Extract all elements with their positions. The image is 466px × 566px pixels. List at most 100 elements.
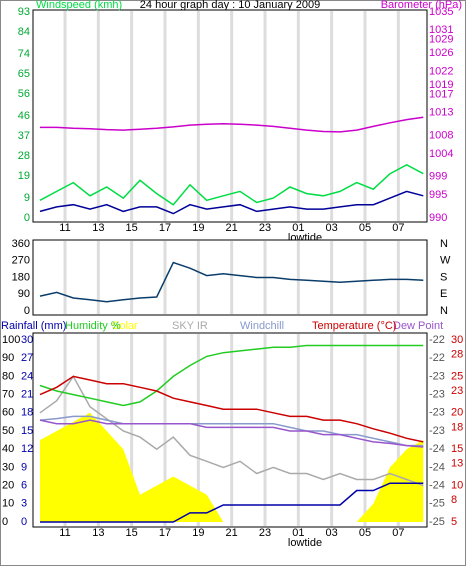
y-tick-label: 30 — [2, 461, 14, 473]
y-tick-label: 0 — [24, 212, 30, 224]
line — [39, 415, 424, 447]
x-tick-label: 17 — [159, 527, 171, 539]
y-tick-label: 1026 — [429, 47, 453, 59]
line — [40, 116, 424, 133]
x-tick-label: 23 — [259, 527, 271, 539]
y-tick-label: 9 — [24, 192, 30, 204]
chart-title: 24 hour graph day : 10 January 2009 — [140, 0, 320, 11]
y-tick-label: 30 — [21, 334, 33, 346]
legend-label: Rainfall (mm) — [1, 320, 66, 332]
y-tick-label: 84 — [18, 26, 30, 38]
y-tick-label: 1004 — [429, 148, 453, 160]
x-tick-label: 15 — [126, 527, 138, 539]
y-tick-label: 995 — [429, 189, 447, 201]
legend-label: Humidity % — [65, 320, 121, 332]
y-tick-label: 15 — [451, 443, 463, 455]
x-tick-label: 07 — [392, 527, 404, 539]
legend-label: Dew Point — [393, 320, 443, 332]
y-tick-label: 15 — [21, 425, 33, 437]
legend-label: Windspeed (kmh) — [36, 0, 122, 11]
y-tick-label: 70 — [2, 389, 14, 401]
y-tick-label: 25 — [451, 370, 463, 382]
legend-label: Solar — [112, 320, 138, 332]
y-tick-label: -22 — [429, 334, 445, 346]
y-tick-label: 27 — [21, 352, 33, 364]
y-tick-label: 360 — [12, 238, 30, 250]
x-tick-label: 21 — [226, 222, 238, 234]
x-tick-label: 19 — [192, 222, 204, 234]
y-tick-label: -22 — [429, 352, 445, 364]
y-tick-label: 0 — [24, 305, 30, 317]
line — [39, 163, 424, 206]
y-tick-label: 90 — [2, 352, 14, 364]
y-tick-label: 18 — [21, 407, 33, 419]
y-tick-label: 990 — [429, 212, 447, 224]
x-tick-label: 07 — [392, 222, 404, 234]
y-tick-label: 28 — [18, 150, 30, 162]
line — [40, 482, 424, 523]
y-tick-label: 0 — [21, 516, 27, 528]
y-tick-label: 1008 — [429, 130, 453, 142]
x-tick-label: 13 — [92, 222, 104, 234]
y-tick-label: 999 — [429, 171, 447, 183]
y-tick-label: 46 — [18, 110, 30, 122]
y-tick-label: 6 — [21, 480, 27, 492]
x-tick-label: 05 — [359, 222, 371, 234]
y-tick-label: 1029 — [429, 33, 453, 45]
y-tick-label: -23 — [429, 407, 445, 419]
x-tick-label: 23 — [259, 222, 271, 234]
y-tick-label: 80 — [2, 370, 14, 382]
y-tick-label: -24 — [429, 443, 445, 455]
plot-frame — [32, 9, 428, 223]
y-tick-label: 1022 — [429, 65, 453, 77]
y-tick-label: 23 — [451, 385, 463, 397]
x-tick-label: 17 — [159, 222, 171, 234]
y-tick-label: 21 — [21, 389, 33, 401]
y-tick-label: 1017 — [429, 88, 453, 100]
y-tick-label: N — [440, 238, 448, 250]
line — [39, 374, 424, 487]
y-tick-label: 1035 — [429, 6, 453, 18]
y-tick-label: 93 — [18, 6, 30, 18]
y-tick-label: 19 — [18, 170, 30, 182]
y-tick-label: -25 — [429, 516, 445, 528]
x-tick-label: 13 — [92, 527, 104, 539]
y-tick-label: 270 — [12, 255, 30, 267]
y-tick-label: 20 — [2, 480, 14, 492]
y-tick-label: 1019 — [429, 79, 453, 91]
legend-label: Temperature (°C) — [312, 320, 396, 332]
y-tick-label: 30 — [451, 334, 463, 346]
line — [39, 419, 424, 448]
y-tick-label: 0 — [2, 516, 8, 528]
y-tick-label: 18 — [451, 421, 463, 433]
y-tick-label: 37 — [18, 130, 30, 142]
y-tick-label: 74 — [18, 48, 30, 60]
y-tick-label: 40 — [2, 443, 14, 455]
y-tick-label: 1013 — [429, 107, 453, 119]
y-tick-label: -23 — [429, 389, 445, 401]
x-tick-label: 05 — [359, 527, 371, 539]
y-tick-label: 20 — [451, 407, 463, 419]
x-tick-label: 11 — [59, 222, 70, 234]
x-tick-label: 21 — [226, 527, 238, 539]
legend-label: SKY IR — [172, 320, 208, 332]
y-tick-label: N — [440, 305, 448, 317]
y-tick-label: 1031 — [429, 24, 453, 36]
x-tick-label: 19 — [192, 527, 204, 539]
y-tick-label: -24 — [429, 461, 445, 473]
y-tick-label: 60 — [2, 407, 14, 419]
y-tick-label: 180 — [12, 271, 30, 283]
x-tick-label: 11 — [59, 527, 70, 539]
area — [40, 412, 424, 522]
x-tick-label: 01 — [292, 222, 304, 234]
y-tick-label: 9 — [21, 461, 27, 473]
y-tick-label: 90 — [18, 288, 30, 300]
line — [39, 190, 424, 215]
y-tick-label: 13 — [451, 458, 463, 470]
y-tick-label: 12 — [21, 443, 33, 455]
y-tick-label: 24 — [21, 370, 33, 382]
y-tick-label: -23 — [429, 370, 445, 382]
legend-label: Barometer (hPa) — [381, 0, 462, 11]
x-tick-label: 15 — [126, 222, 138, 234]
